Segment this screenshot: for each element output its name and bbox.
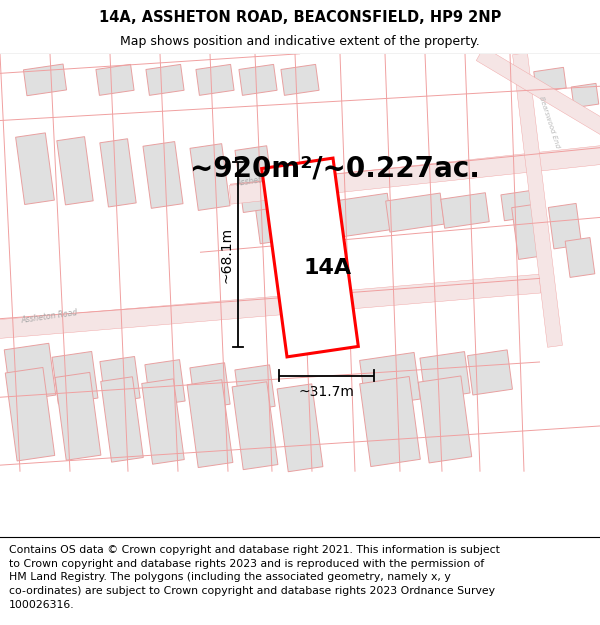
Bar <box>235 365 275 411</box>
Bar <box>235 146 275 212</box>
Bar <box>190 144 230 211</box>
Bar <box>196 64 234 96</box>
Bar <box>359 376 421 466</box>
Bar <box>256 198 325 244</box>
Bar <box>386 193 445 232</box>
Bar <box>571 83 599 107</box>
Bar <box>418 376 472 463</box>
Bar <box>142 379 184 464</box>
Bar <box>187 380 233 468</box>
Bar <box>232 382 278 469</box>
Bar <box>548 203 581 249</box>
Bar <box>96 64 134 96</box>
Bar <box>146 64 184 96</box>
Bar <box>420 352 470 399</box>
Text: 14A, ASSHETON ROAD, BEACONSFIELD, HP9 2NP: 14A, ASSHETON ROAD, BEACONSFIELD, HP9 2N… <box>99 10 501 25</box>
Bar <box>262 158 358 357</box>
Bar <box>281 64 319 96</box>
Bar <box>190 362 230 409</box>
Bar <box>467 350 512 395</box>
Polygon shape <box>476 47 600 144</box>
Bar <box>16 133 55 204</box>
Bar <box>143 142 183 208</box>
Bar <box>100 356 140 403</box>
Bar <box>23 64 67 96</box>
Text: Assheton Road: Assheton Road <box>235 171 293 187</box>
Bar <box>52 351 98 404</box>
Bar <box>534 68 566 92</box>
Bar <box>5 368 55 461</box>
Text: ~68.1m: ~68.1m <box>220 227 234 283</box>
Text: Map shows position and indicative extent of the property.: Map shows position and indicative extent… <box>120 36 480 48</box>
Bar <box>359 352 421 407</box>
Bar <box>441 192 489 228</box>
Polygon shape <box>0 274 541 340</box>
Bar <box>100 139 136 207</box>
Bar <box>512 203 548 259</box>
Text: 14A: 14A <box>304 258 352 278</box>
Bar <box>501 190 539 221</box>
Text: Assheton Road: Assheton Road <box>20 309 78 326</box>
Bar <box>239 64 277 96</box>
Bar <box>145 359 185 406</box>
Text: ~920m²/~0.227ac.: ~920m²/~0.227ac. <box>190 154 480 182</box>
Text: ~31.7m: ~31.7m <box>299 385 355 399</box>
Polygon shape <box>229 144 600 204</box>
Text: Bearswood End: Bearswood End <box>538 95 560 148</box>
Bar <box>101 377 143 462</box>
Polygon shape <box>512 52 562 348</box>
Text: Contains OS data © Crown copyright and database right 2021. This information is : Contains OS data © Crown copyright and d… <box>9 545 500 609</box>
Bar <box>328 193 392 238</box>
Bar <box>277 384 323 472</box>
Bar <box>565 238 595 278</box>
Bar <box>4 343 56 402</box>
Bar <box>55 372 101 460</box>
Bar <box>57 137 93 205</box>
